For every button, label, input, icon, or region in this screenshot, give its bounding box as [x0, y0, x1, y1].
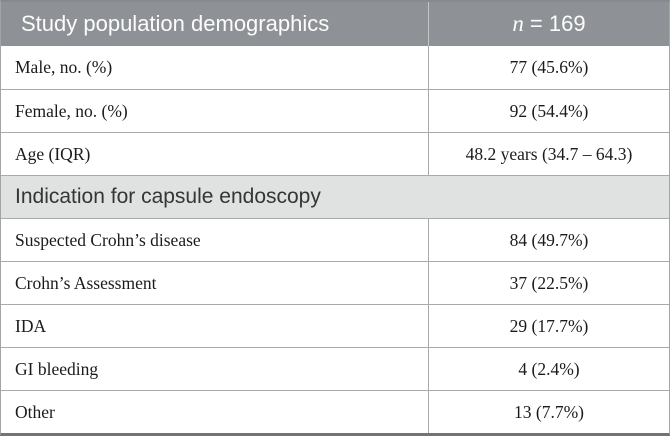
table-header-title: Study population demographics — [21, 11, 330, 36]
row-value: 77 (45.6%) — [428, 46, 669, 89]
section-header-label: Indication for capsule endoscopy — [15, 185, 321, 208]
row-value: 29 (17.7%) — [428, 305, 669, 347]
table-header-n-cell: n = 169 — [428, 2, 669, 46]
table-row: Suspected Crohn’s disease 84 (49.7%) — [1, 218, 669, 261]
row-value: 13 (7.7%) — [428, 391, 669, 433]
table-row: Age (IQR) 48.2 years (34.7 – 64.3) — [1, 132, 669, 175]
row-label: IDA — [15, 315, 47, 336]
table-row: GI bleeding 4 (2.4%) — [1, 347, 669, 390]
row-label: Crohn’s Assessment — [15, 272, 157, 293]
row-value: 92 (54.4%) — [428, 90, 669, 132]
row-value: 48.2 years (34.7 – 64.3) — [428, 133, 669, 175]
table-row: Female, no. (%) 92 (54.4%) — [1, 89, 669, 132]
n-symbol: n — [512, 11, 524, 36]
row-label: Suspected Crohn’s disease — [15, 229, 201, 250]
row-label: Other — [15, 401, 55, 422]
table-header-row: Study population demographics n = 169 — [1, 2, 669, 46]
table-row: Crohn’s Assessment 37 (22.5%) — [1, 261, 669, 304]
n-value: = 169 — [529, 11, 586, 36]
row-label: GI bleeding — [15, 358, 99, 379]
table-row: Male, no. (%) 77 (45.6%) — [1, 46, 669, 89]
row-label: Male, no. (%) — [15, 57, 113, 77]
table-row: IDA 29 (17.7%) — [1, 304, 669, 347]
section-header-row: Indication for capsule endoscopy — [1, 175, 669, 218]
row-value: 37 (22.5%) — [428, 262, 669, 304]
table-row: Other 13 (7.7%) — [1, 390, 669, 433]
row-value: 84 (49.7%) — [428, 219, 669, 261]
row-label: Age (IQR) — [15, 143, 91, 164]
row-value: 4 (2.4%) — [428, 348, 669, 390]
row-label: Female, no. (%) — [15, 100, 128, 121]
